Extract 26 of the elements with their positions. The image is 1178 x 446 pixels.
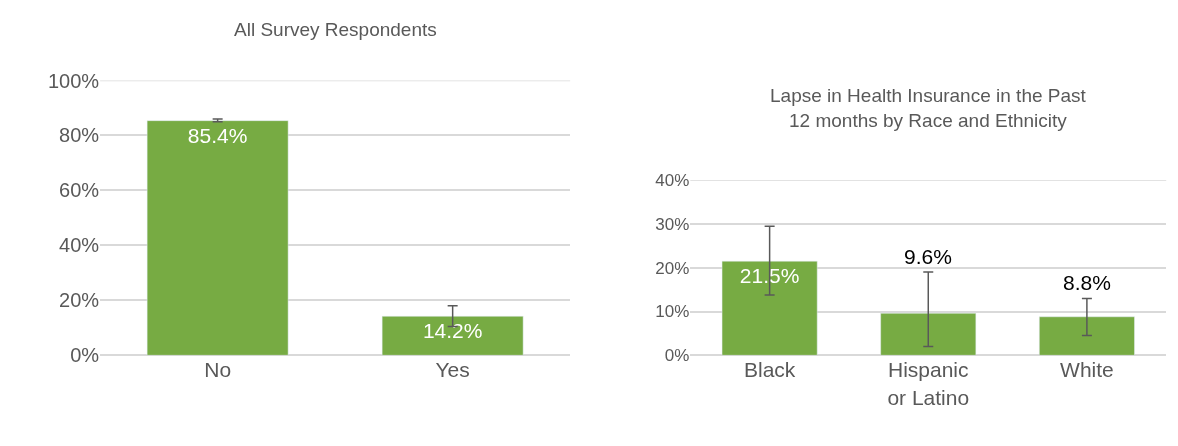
y-tick-label: 80% [59, 124, 100, 147]
y-tick-label: 100% [47, 69, 100, 92]
x-tick-label: Hispanic or Latino [887, 358, 970, 409]
y-tick-label: 10% [655, 302, 690, 322]
y-tick-label: 60% [59, 179, 100, 202]
bar [880, 313, 977, 356]
x-tick-label: Black [743, 358, 796, 382]
y-tick-label: 30% [655, 214, 690, 234]
y-tick-label: 20% [655, 258, 690, 278]
chart-title: All Survey Respondents [234, 19, 437, 40]
y-tick-label: 0% [664, 346, 690, 366]
data-label: 85.4% [187, 123, 248, 147]
chart-title: Lapse in Health Insurance in the Past 12 months by Race and Ethnicity [770, 85, 1087, 131]
bar [721, 260, 818, 356]
x-tick-label: No [204, 358, 232, 382]
bar [1039, 316, 1135, 356]
x-tick-label: Yes [435, 358, 470, 382]
y-tick-label: 40% [59, 234, 100, 257]
y-tick-label: 0% [70, 344, 100, 367]
data-label: 9.6% [904, 245, 952, 268]
data-label: 14.2% [422, 319, 483, 343]
y-tick-label: 20% [59, 289, 100, 312]
y-tick-label: 40% [655, 171, 690, 191]
data-label: 8.8% [1063, 271, 1111, 294]
x-tick-label: White [1060, 358, 1114, 382]
data-label: 21.5% [739, 264, 800, 288]
